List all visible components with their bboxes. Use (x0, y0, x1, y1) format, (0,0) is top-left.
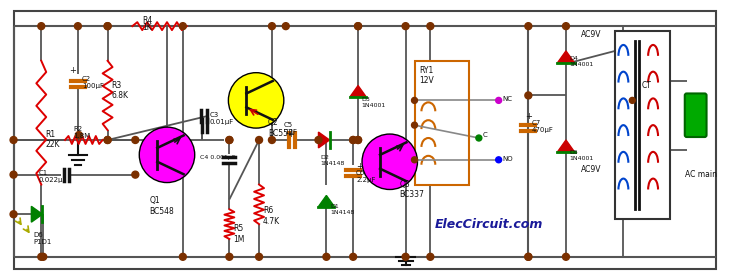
Circle shape (104, 136, 111, 143)
Circle shape (525, 92, 532, 99)
Text: ElecCircuit.com: ElecCircuit.com (434, 218, 543, 231)
Text: D5
1N4001: D5 1N4001 (569, 150, 593, 161)
Text: C1
0.022μF: C1 0.022μF (38, 170, 67, 183)
Circle shape (496, 157, 502, 163)
Circle shape (350, 253, 356, 260)
Text: D2
1N4148: D2 1N4148 (320, 155, 345, 166)
Text: R5
1M: R5 1M (234, 224, 245, 244)
Circle shape (226, 136, 233, 143)
Text: Q2
BC557: Q2 BC557 (268, 118, 293, 138)
Text: AC9V: AC9V (581, 165, 602, 174)
Circle shape (269, 23, 275, 29)
Text: +: + (526, 112, 532, 121)
Circle shape (255, 253, 263, 260)
Circle shape (362, 134, 418, 190)
Circle shape (402, 23, 409, 29)
Circle shape (315, 136, 322, 143)
Text: CT: CT (641, 81, 651, 90)
Circle shape (525, 253, 532, 260)
Text: 1K: 1K (142, 23, 152, 32)
Circle shape (402, 253, 409, 260)
Circle shape (412, 122, 418, 128)
Circle shape (226, 136, 233, 143)
Circle shape (525, 253, 532, 260)
Text: C3
0.01μF: C3 0.01μF (210, 112, 234, 125)
Text: +: + (287, 130, 293, 139)
Circle shape (228, 73, 284, 128)
Text: AC main: AC main (685, 170, 717, 179)
Text: R6
4.7K: R6 4.7K (263, 206, 280, 226)
Text: Q1
BC548: Q1 BC548 (149, 197, 174, 216)
Text: AC9V: AC9V (581, 30, 602, 39)
Circle shape (427, 23, 434, 29)
Circle shape (255, 136, 263, 143)
Text: C: C (483, 132, 488, 138)
Circle shape (10, 211, 17, 218)
Circle shape (10, 171, 17, 178)
Text: +: + (356, 162, 363, 171)
Circle shape (476, 135, 482, 141)
Circle shape (38, 253, 45, 260)
Circle shape (104, 136, 111, 143)
Circle shape (226, 253, 233, 260)
Circle shape (75, 131, 82, 138)
Circle shape (139, 127, 195, 183)
Text: C6
2.2μF: C6 2.2μF (356, 170, 376, 183)
Polygon shape (318, 132, 329, 148)
Circle shape (132, 171, 139, 178)
Text: R1
22K: R1 22K (45, 130, 60, 150)
Text: R3
6.8K: R3 6.8K (112, 81, 128, 100)
Bar (415, 61, 469, 185)
Text: C4 0.001μF: C4 0.001μF (200, 155, 235, 160)
Text: Q3
BC337: Q3 BC337 (399, 180, 425, 199)
Circle shape (350, 136, 356, 143)
Text: C7
470μF: C7 470μF (531, 120, 553, 133)
Circle shape (412, 157, 418, 163)
Circle shape (496, 97, 502, 103)
Circle shape (38, 23, 45, 29)
Circle shape (427, 253, 434, 260)
Circle shape (74, 23, 81, 29)
Polygon shape (557, 51, 575, 63)
Circle shape (355, 23, 361, 29)
Text: C5
1μF: C5 1μF (284, 122, 297, 135)
Text: D1
1N4148: D1 1N4148 (331, 204, 355, 215)
Polygon shape (557, 140, 575, 152)
Circle shape (563, 253, 569, 260)
Text: RY1
12V: RY1 12V (420, 66, 434, 85)
Text: D4
1N4001: D4 1N4001 (569, 56, 593, 67)
Text: C2
100μF: C2 100μF (82, 76, 104, 89)
Circle shape (10, 136, 17, 143)
Circle shape (269, 136, 275, 143)
Text: NC: NC (503, 96, 512, 102)
Text: D6
P1D1: D6 P1D1 (34, 232, 52, 245)
Polygon shape (31, 206, 42, 222)
Text: D3
1N4001: D3 1N4001 (361, 97, 385, 108)
Text: R4: R4 (142, 16, 153, 25)
Bar (615, 31, 670, 219)
Circle shape (412, 97, 418, 103)
Circle shape (355, 23, 361, 29)
Circle shape (355, 136, 361, 143)
Circle shape (629, 97, 635, 103)
Circle shape (39, 253, 47, 260)
Polygon shape (350, 86, 366, 97)
Circle shape (355, 136, 361, 143)
Circle shape (104, 23, 111, 29)
Circle shape (132, 136, 139, 143)
Circle shape (104, 23, 111, 29)
Polygon shape (318, 195, 334, 207)
Circle shape (563, 23, 569, 29)
Text: +: + (69, 66, 77, 75)
Circle shape (180, 253, 186, 260)
FancyBboxPatch shape (685, 93, 707, 137)
Circle shape (350, 136, 356, 143)
Circle shape (323, 253, 330, 260)
Text: NO: NO (503, 156, 513, 162)
Circle shape (283, 23, 289, 29)
Circle shape (525, 23, 532, 29)
Text: R2
1.8M: R2 1.8M (73, 126, 91, 139)
Circle shape (180, 23, 186, 29)
